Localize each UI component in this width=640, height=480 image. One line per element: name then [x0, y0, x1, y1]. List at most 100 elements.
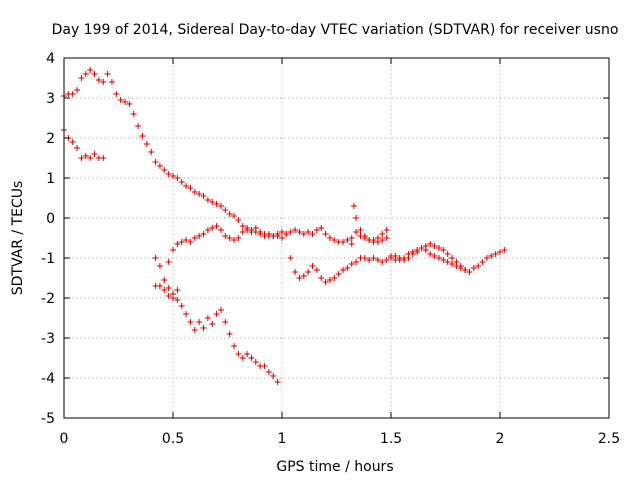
data-point: [74, 87, 81, 93]
data-point: [217, 227, 224, 233]
data-point: [178, 179, 185, 185]
data-point: [287, 229, 294, 235]
x-axis-label: GPS time / hours: [276, 459, 393, 475]
data-point: [122, 99, 129, 105]
data-point: [357, 227, 364, 233]
data-point: [435, 255, 442, 261]
data-point: [209, 199, 216, 205]
data-point: [348, 235, 355, 241]
data-point: [279, 229, 285, 235]
data-point: [335, 271, 342, 277]
data-point: [200, 193, 207, 199]
data-point: [226, 331, 233, 337]
data-point: [440, 247, 447, 253]
data-point: [174, 241, 181, 247]
data-point: [305, 229, 312, 235]
data-point: [470, 265, 477, 271]
y-tick-label: 1: [46, 171, 55, 187]
data-point: [161, 287, 168, 293]
data-point: [488, 253, 495, 259]
data-point: [104, 71, 111, 77]
data-point: [183, 311, 190, 317]
data-point: [244, 351, 251, 357]
data-point: [161, 167, 168, 173]
data-point: [350, 203, 357, 209]
data-point: [217, 203, 224, 209]
y-tick-label: -5: [41, 411, 55, 427]
data-point: [348, 241, 355, 247]
data-point: [449, 255, 456, 261]
data-point: [156, 283, 163, 289]
data-point: [183, 183, 190, 189]
data-point: [191, 327, 198, 333]
data-point: [501, 247, 508, 253]
data-point: [87, 155, 94, 161]
data-point: [270, 233, 277, 239]
data-point: [453, 263, 460, 269]
chart-title: Day 199 of 2014, Sidereal Day-to-day VTE…: [52, 22, 619, 38]
data-point: [69, 139, 76, 145]
data-point: [326, 277, 333, 283]
data-point: [479, 259, 486, 265]
data-point: [117, 97, 124, 103]
data-point: [222, 233, 229, 239]
y-tick-label: 3: [46, 91, 55, 107]
data-point: [287, 255, 294, 261]
data-point: [313, 227, 320, 233]
data-point: [300, 273, 307, 279]
data-point: [340, 267, 347, 273]
data-point: [95, 77, 102, 83]
data-point: [139, 133, 146, 139]
satellite-track-f: [287, 241, 508, 285]
data-point: [231, 237, 238, 243]
data-point: [191, 235, 198, 241]
data-point: [148, 149, 155, 155]
y-tick-label: 0: [46, 211, 55, 227]
data-point: [213, 201, 220, 207]
data-point: [196, 319, 203, 325]
x-tick-label: 2.5: [598, 431, 620, 447]
data-point: [431, 243, 438, 249]
y-tick-label: -1: [41, 251, 55, 267]
data-point: [91, 71, 98, 77]
data-point: [379, 231, 386, 237]
data-point: [492, 251, 499, 257]
data-point: [187, 319, 194, 325]
data-point: [383, 257, 390, 263]
data-point: [108, 79, 115, 85]
data-point: [274, 231, 281, 237]
data-points: [61, 67, 508, 385]
data-point: [483, 255, 490, 261]
data-point: [222, 207, 229, 213]
data-point: [475, 263, 482, 269]
data-point: [187, 239, 194, 245]
data-point: [113, 91, 120, 97]
x-tick-label: 1: [278, 431, 287, 447]
data-point: [257, 229, 264, 235]
data-point: [87, 67, 94, 73]
data-point: [379, 237, 386, 243]
data-point: [239, 355, 246, 361]
data-point: [361, 255, 368, 261]
data-point: [91, 151, 98, 157]
data-point: [204, 197, 211, 203]
data-point: [74, 145, 81, 151]
y-axis-label: SDTVAR / TECUs: [10, 181, 26, 296]
data-point: [283, 231, 290, 237]
data-point: [204, 315, 211, 321]
data-point: [152, 255, 159, 261]
data-point: [379, 259, 386, 265]
data-point: [174, 287, 181, 293]
data-point: [366, 237, 373, 243]
data-point: [174, 175, 181, 181]
data-point: [239, 229, 246, 235]
data-point: [279, 235, 285, 241]
plot-frame: [63, 57, 610, 419]
data-point: [440, 257, 447, 263]
y-tick-label: 2: [46, 131, 55, 147]
data-point: [204, 227, 211, 233]
data-point: [374, 257, 381, 263]
data-point: [383, 227, 390, 233]
data-point: [239, 223, 246, 229]
data-point: [265, 231, 272, 237]
